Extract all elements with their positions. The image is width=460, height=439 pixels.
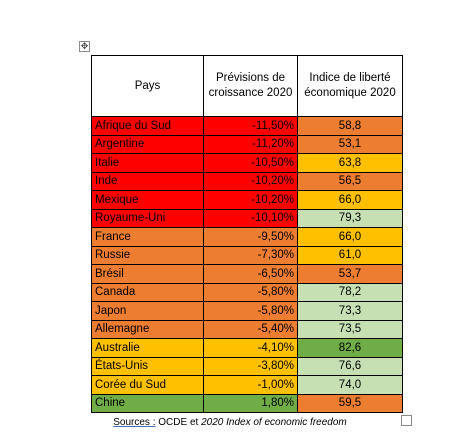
cell-indice: 74,0 <box>297 375 403 395</box>
cell-pays: Australie <box>91 338 204 358</box>
table-header-row: Pays Prévisions de croissance 2020 Indic… <box>91 55 403 117</box>
cell-pays: Italie <box>91 153 204 173</box>
cell-indice: 66,0 <box>297 227 403 247</box>
table-row: Russie -7,30% 61,0 <box>91 245 403 265</box>
table-row: États-Unis -3,80% 76,6 <box>91 356 403 376</box>
cell-prevision: -10,20% <box>203 171 298 191</box>
sources-text: OCDE et <box>155 417 202 428</box>
cell-prevision: -1,00% <box>203 375 298 395</box>
cell-indice: 66,0 <box>297 190 403 210</box>
cell-pays: Corée du Sud <box>91 375 204 395</box>
table-row: France -9,50% 66,0 <box>91 227 403 247</box>
cell-indice: 61,0 <box>297 245 403 265</box>
header-prevision: Prévisions de croissance 2020 <box>203 55 298 117</box>
cell-indice: 53,1 <box>297 134 403 154</box>
cell-indice: 78,2 <box>297 282 403 302</box>
cell-prevision: -11,20% <box>203 134 298 154</box>
header-indice: Indice de liberté économique 2020 <box>297 55 403 117</box>
table-move-handle-icon[interactable]: ✥ <box>79 41 90 52</box>
sources-index-name: 2020 Index of economic freedom <box>201 417 347 428</box>
table-row: Argentine -11,20% 53,1 <box>91 134 403 154</box>
cell-prevision: -10,10% <box>203 208 298 228</box>
cell-prevision: -3,80% <box>203 356 298 376</box>
table-row: Australie -4,10% 82,6 <box>91 338 403 358</box>
sources-label: Sources : <box>113 417 156 428</box>
cell-prevision: -10,20% <box>203 190 298 210</box>
table-row: Afrique du Sud -11,50% 58,8 <box>91 116 403 136</box>
cell-prevision: -5,80% <box>203 282 298 302</box>
table-body: Afrique du Sud -11,50% 58,8 Argentine -11,20… <box>91 116 403 413</box>
cell-prevision: -9,50% <box>203 227 298 247</box>
table-row: Italie -10,50% 63,8 <box>91 153 403 173</box>
table-row: Chine 1,80% 59,5 <box>91 393 403 413</box>
cell-pays: Japon <box>91 301 204 321</box>
cell-pays: Mexique <box>91 190 204 210</box>
table-row: Brésil -6,50% 53,7 <box>91 264 403 284</box>
cell-prevision: -10,50% <box>203 153 298 173</box>
cell-pays: Afrique du Sud <box>91 116 204 136</box>
cell-prevision: -11,50% <box>203 116 298 136</box>
header-pays: Pays <box>91 55 204 117</box>
table-row: Corée du Sud -1,00% 74,0 <box>91 375 403 395</box>
cell-indice: 59,5 <box>297 393 403 413</box>
cell-pays: Chine <box>91 393 204 413</box>
cell-pays: Inde <box>91 171 204 191</box>
cell-indice: 53,7 <box>297 264 403 284</box>
table-row: Royaume-Uni -10,10% 79,3 <box>91 208 403 228</box>
cell-pays: Allemagne <box>91 319 204 339</box>
cell-prevision: -5,40% <box>203 319 298 339</box>
table-row: Japon -5,80% 73,3 <box>91 301 403 321</box>
sources-caption: Sources : OCDE et 2020 Index of economic… <box>0 417 460 428</box>
cell-pays: Russie <box>91 245 204 265</box>
cell-prevision: -7,30% <box>203 245 298 265</box>
cell-indice: 63,8 <box>297 153 403 173</box>
cell-indice: 56,5 <box>297 171 403 191</box>
cell-pays: Royaume-Uni <box>91 208 204 228</box>
cell-prevision: -4,10% <box>203 338 298 358</box>
table-resize-handle-icon[interactable] <box>401 415 412 426</box>
cell-indice: 73,5 <box>297 319 403 339</box>
cell-pays: États-Unis <box>91 356 204 376</box>
cell-pays: France <box>91 227 204 247</box>
data-table: Pays Prévisions de croissance 2020 Indic… <box>91 55 403 413</box>
cell-pays: Brésil <box>91 264 204 284</box>
cell-indice: 73,3 <box>297 301 403 321</box>
cell-indice: 79,3 <box>297 208 403 228</box>
cell-indice: 82,6 <box>297 338 403 358</box>
cell-prevision: -5,80% <box>203 301 298 321</box>
table-row: Inde -10,20% 56,5 <box>91 171 403 191</box>
cell-indice: 58,8 <box>297 116 403 136</box>
table-row: Allemagne -5,40% 73,5 <box>91 319 403 339</box>
cell-pays: Argentine <box>91 134 204 154</box>
table-row: Mexique -10,20% 66,0 <box>91 190 403 210</box>
cell-pays: Canada <box>91 282 204 302</box>
cell-prevision: -6,50% <box>203 264 298 284</box>
table-row: Canada -5,80% 78,2 <box>91 282 403 302</box>
cell-indice: 76,6 <box>297 356 403 376</box>
cell-prevision: 1,80% <box>203 393 298 413</box>
